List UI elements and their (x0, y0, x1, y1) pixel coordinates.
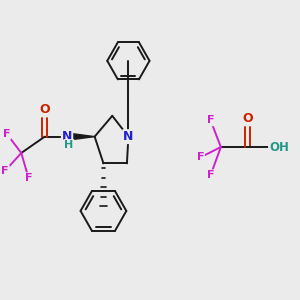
Polygon shape (65, 133, 94, 140)
Text: F: F (2, 166, 9, 176)
Text: N: N (62, 130, 72, 142)
Text: F: F (207, 115, 214, 125)
Text: O: O (39, 103, 50, 116)
Text: F: F (25, 173, 32, 183)
Text: O: O (242, 112, 253, 125)
Text: N: N (123, 130, 134, 143)
Text: H: H (64, 140, 74, 150)
Text: F: F (196, 152, 204, 162)
Text: OH: OH (269, 140, 289, 154)
Text: F: F (3, 129, 10, 139)
Text: F: F (207, 170, 214, 180)
